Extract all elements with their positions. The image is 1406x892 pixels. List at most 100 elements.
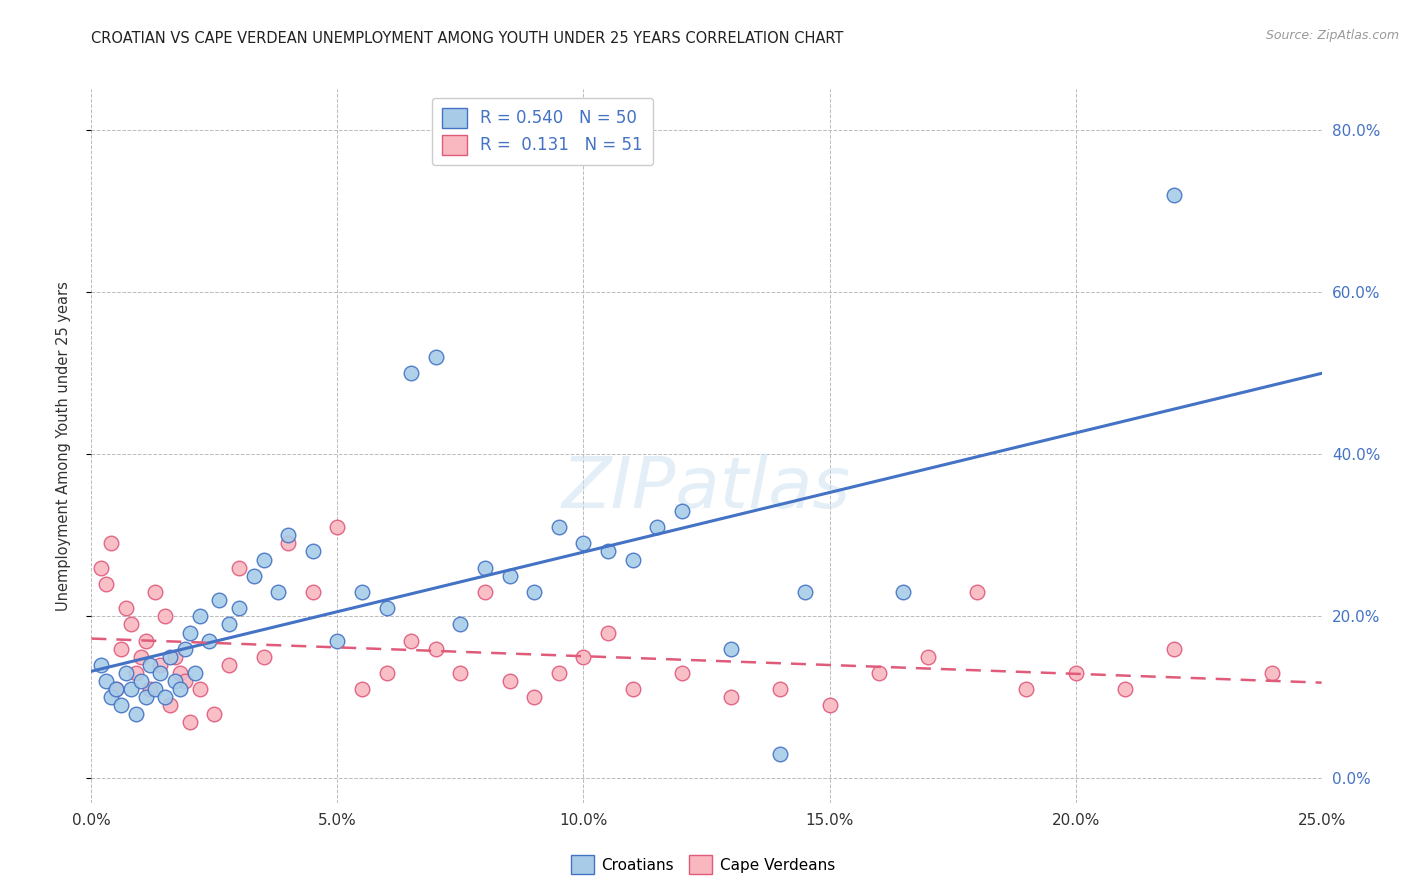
Point (793, 585, 815, 599)
Point (966, 585, 988, 599)
Point (145, 585, 166, 599)
Point (188, 609, 211, 624)
Point (242, 568, 264, 582)
Point (179, 625, 201, 640)
Point (100, 536, 122, 550)
Point (572, 649, 595, 664)
Point (253, 552, 276, 566)
Point (153, 690, 177, 705)
Point (253, 649, 276, 664)
Point (572, 536, 595, 550)
Point (169, 682, 191, 697)
Point (596, 625, 619, 640)
Legend: Croatians, Cape Verdeans: Croatians, Cape Verdeans (565, 849, 841, 880)
Point (159, 698, 181, 713)
Point (153, 609, 177, 624)
Point (100, 690, 122, 705)
Point (671, 504, 693, 518)
Point (301, 585, 323, 599)
Point (110, 698, 132, 713)
Point (96, 577, 117, 591)
Point (523, 585, 546, 599)
Point (90, 657, 112, 672)
Point (474, 585, 496, 599)
Point (277, 528, 299, 542)
Point (720, 641, 742, 656)
Point (375, 666, 398, 681)
Point (523, 690, 546, 705)
Point (449, 666, 471, 681)
Point (548, 520, 571, 534)
Point (1114, 682, 1136, 697)
Point (139, 657, 162, 672)
Text: CROATIAN VS CAPE VERDEAN UNEMPLOYMENT AMONG YOUTH UNDER 25 YEARS CORRELATION CHA: CROATIAN VS CAPE VERDEAN UNEMPLOYMENT AM… (91, 31, 844, 46)
Point (139, 682, 162, 697)
Point (159, 649, 181, 664)
Point (208, 593, 231, 607)
Y-axis label: Unemployment Among Youth under 25 years: Unemployment Among Youth under 25 years (56, 281, 70, 611)
Text: ZIPatlas: ZIPatlas (562, 454, 851, 524)
Point (917, 649, 939, 664)
Point (548, 666, 571, 681)
Point (129, 674, 152, 689)
Point (425, 641, 447, 656)
Point (277, 536, 299, 550)
Point (110, 641, 132, 656)
Point (596, 544, 619, 558)
Point (399, 366, 422, 380)
Point (90, 560, 112, 574)
Point (174, 641, 197, 656)
Point (621, 682, 644, 697)
Point (1064, 666, 1087, 681)
Point (105, 682, 127, 697)
Point (425, 350, 447, 364)
Point (326, 633, 349, 648)
Point (218, 617, 240, 632)
Point (114, 666, 138, 681)
Point (114, 601, 138, 615)
Point (202, 706, 225, 721)
Point (174, 674, 197, 689)
Point (198, 633, 221, 648)
Point (163, 649, 186, 664)
Point (474, 560, 496, 574)
Point (120, 682, 142, 697)
Point (124, 666, 148, 681)
Point (868, 666, 890, 681)
Point (1015, 682, 1038, 697)
Point (1261, 666, 1284, 681)
Point (498, 674, 520, 689)
Point (399, 633, 422, 648)
Point (645, 520, 669, 534)
Point (1163, 187, 1185, 202)
Point (179, 714, 201, 729)
Point (135, 690, 157, 705)
Point (169, 666, 191, 681)
Point (129, 649, 152, 664)
Point (891, 585, 914, 599)
Point (135, 633, 157, 648)
Point (228, 601, 250, 615)
Point (149, 657, 172, 672)
Point (326, 520, 349, 534)
Point (671, 666, 693, 681)
Point (352, 585, 374, 599)
Point (449, 617, 471, 632)
Point (720, 690, 742, 705)
Point (498, 568, 520, 582)
Point (228, 560, 250, 574)
Point (218, 657, 240, 672)
Point (301, 544, 323, 558)
Point (769, 747, 792, 761)
Point (375, 601, 398, 615)
Point (163, 674, 186, 689)
Point (352, 682, 374, 697)
Point (149, 666, 172, 681)
Point (188, 682, 211, 697)
Point (769, 682, 792, 697)
Point (124, 706, 148, 721)
Point (818, 698, 841, 713)
Point (145, 682, 166, 697)
Point (267, 585, 290, 599)
Point (1163, 641, 1185, 656)
